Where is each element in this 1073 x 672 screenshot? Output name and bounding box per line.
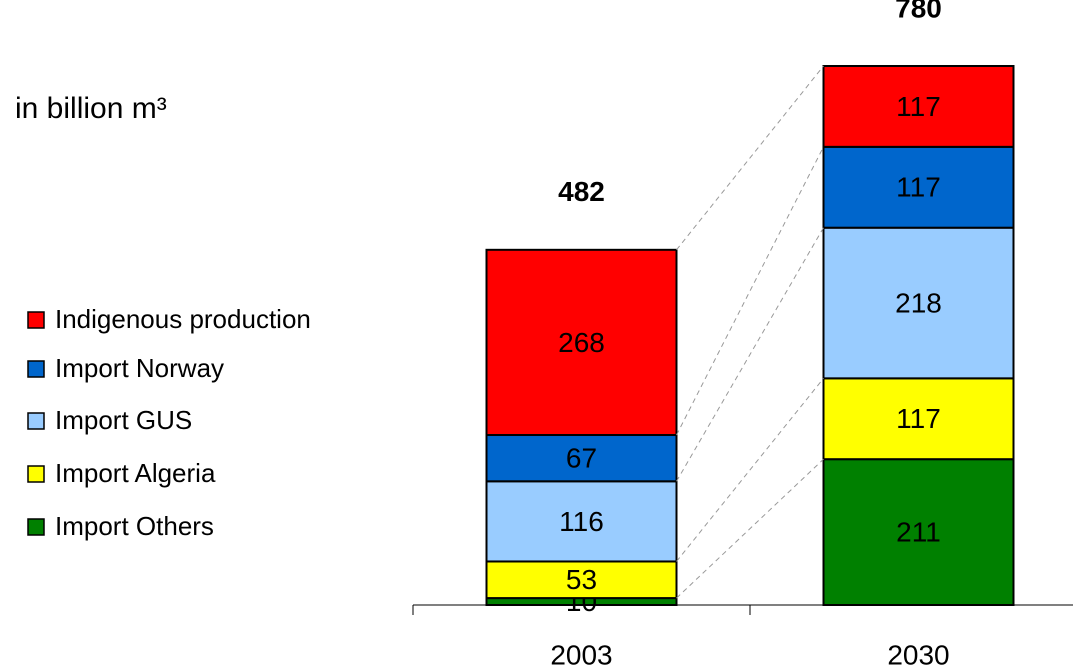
legend-swatch xyxy=(27,518,45,536)
legend-label: Indigenous production xyxy=(55,304,311,334)
segment-label: 218 xyxy=(895,287,942,318)
legend-swatch xyxy=(27,412,45,430)
x-tick-label: 2030 xyxy=(887,639,949,670)
segment-label: 116 xyxy=(559,506,604,537)
connector-line xyxy=(676,65,824,251)
bar-segment xyxy=(485,434,678,483)
bar-segment xyxy=(485,480,678,563)
legend-swatch xyxy=(27,465,45,483)
segment-label: 268 xyxy=(558,327,605,358)
segment-label: 117 xyxy=(896,91,941,122)
connector-line xyxy=(676,227,824,482)
segment-label: 67 xyxy=(566,443,597,474)
connector-line xyxy=(676,146,824,436)
total-label: 482 xyxy=(558,176,605,207)
bar-segment xyxy=(822,377,1015,461)
segment-label: 117 xyxy=(896,172,941,203)
total-label: 780 xyxy=(895,0,942,23)
x-tick-label: 2003 xyxy=(550,639,612,670)
bar-segment xyxy=(485,248,678,437)
legend-label: Import Norway xyxy=(55,353,224,383)
connector-line xyxy=(676,458,824,599)
legend-swatch xyxy=(27,311,45,329)
legend-swatch xyxy=(27,360,45,378)
bar-segment xyxy=(822,226,1015,380)
connector-line xyxy=(676,378,824,562)
legend-label: Import Algeria xyxy=(55,458,216,488)
segment-label: 211 xyxy=(896,516,941,547)
subtitle: in billion m³ xyxy=(15,92,167,125)
legend-label: Import GUS xyxy=(55,405,192,435)
segment-label: 53 xyxy=(566,564,597,595)
segment-label: 117 xyxy=(896,403,941,434)
bar-segment xyxy=(822,65,1015,148)
legend-label: Import Others xyxy=(55,511,214,541)
